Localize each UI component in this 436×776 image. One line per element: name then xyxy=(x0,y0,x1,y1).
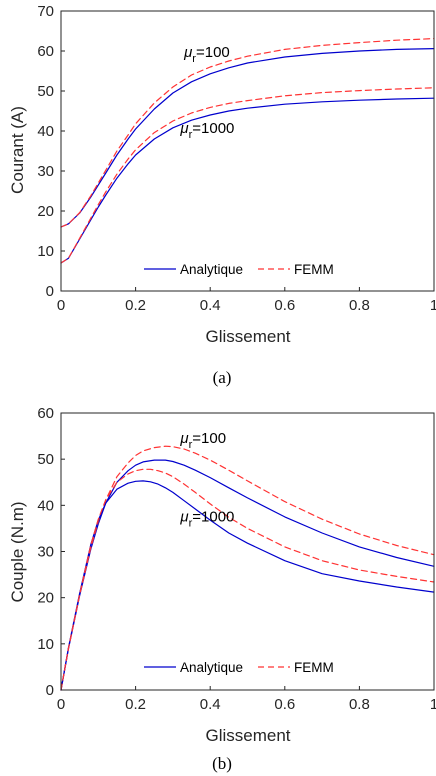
x-tick-label: 0.6 xyxy=(274,297,295,314)
legend-label-femm: FEMM xyxy=(294,660,334,675)
x-tick-label: 0.2 xyxy=(125,297,146,314)
y-tick-label: 30 xyxy=(37,544,54,561)
annotation-mu-r: μr=1000 xyxy=(179,508,234,529)
x-tick-label: 0.4 xyxy=(200,297,221,314)
y-tick-label: 60 xyxy=(37,43,54,60)
legend-box xyxy=(140,258,330,280)
y-axis-label: Couple (N.m) xyxy=(8,501,27,602)
y-tick-label: 10 xyxy=(37,636,54,653)
plot-area-frame xyxy=(60,412,435,691)
y-tick-label: 30 xyxy=(37,163,54,180)
x-tick-label: 0.8 xyxy=(349,297,370,314)
x-tick-label: 0.6 xyxy=(274,696,295,713)
y-tick-label: 0 xyxy=(46,682,54,699)
series-line-femm-mu100 xyxy=(60,38,435,228)
x-tick-label: 0.4 xyxy=(200,696,221,713)
caption-a: (a) xyxy=(213,368,232,387)
x-tick-label: 0.2 xyxy=(125,696,146,713)
series-line-analytique-mu1000 xyxy=(60,97,435,264)
legend-label-femm: FEMM xyxy=(294,262,334,277)
y-tick-label: 20 xyxy=(37,203,54,220)
annotation-mu-r: μr=100 xyxy=(183,44,230,65)
y-tick-label: 10 xyxy=(37,243,54,260)
plot-area-frame xyxy=(60,10,435,292)
series-line-analytique-mu100 xyxy=(60,459,435,691)
x-axis-label: Glissement xyxy=(205,327,290,346)
x-axis-label: Glissement xyxy=(205,726,290,745)
y-tick-label: 40 xyxy=(37,123,54,140)
legend-box xyxy=(140,656,358,678)
caption-b: (b) xyxy=(212,754,232,773)
legend-label-analytique: Analytique xyxy=(180,660,243,675)
x-tick-label: 0.8 xyxy=(349,696,370,713)
series-line-analytique-mu100 xyxy=(60,48,435,228)
y-axis-label: Courant (A) xyxy=(8,106,27,194)
series-line-femm-mu1000 xyxy=(60,87,435,264)
legend-label-analytique: Analytique xyxy=(180,262,243,277)
y-tick-label: 0 xyxy=(46,283,54,300)
x-tick-label: 1 xyxy=(430,696,436,713)
y-tick-label: 50 xyxy=(37,83,54,100)
y-tick-label: 70 xyxy=(37,3,54,20)
annotation-mu-r: μr=100 xyxy=(179,430,226,451)
y-tick-label: 60 xyxy=(37,405,54,422)
x-tick-label: 0 xyxy=(57,297,65,314)
x-tick-label: 0 xyxy=(57,696,65,713)
y-tick-label: 40 xyxy=(37,497,54,514)
y-tick-label: 50 xyxy=(37,451,54,468)
x-tick-label: 1 xyxy=(430,297,436,314)
annotation-mu-r: μr=1000 xyxy=(179,120,234,141)
series-line-femm-mu1000 xyxy=(60,468,435,691)
y-tick-label: 20 xyxy=(37,590,54,607)
